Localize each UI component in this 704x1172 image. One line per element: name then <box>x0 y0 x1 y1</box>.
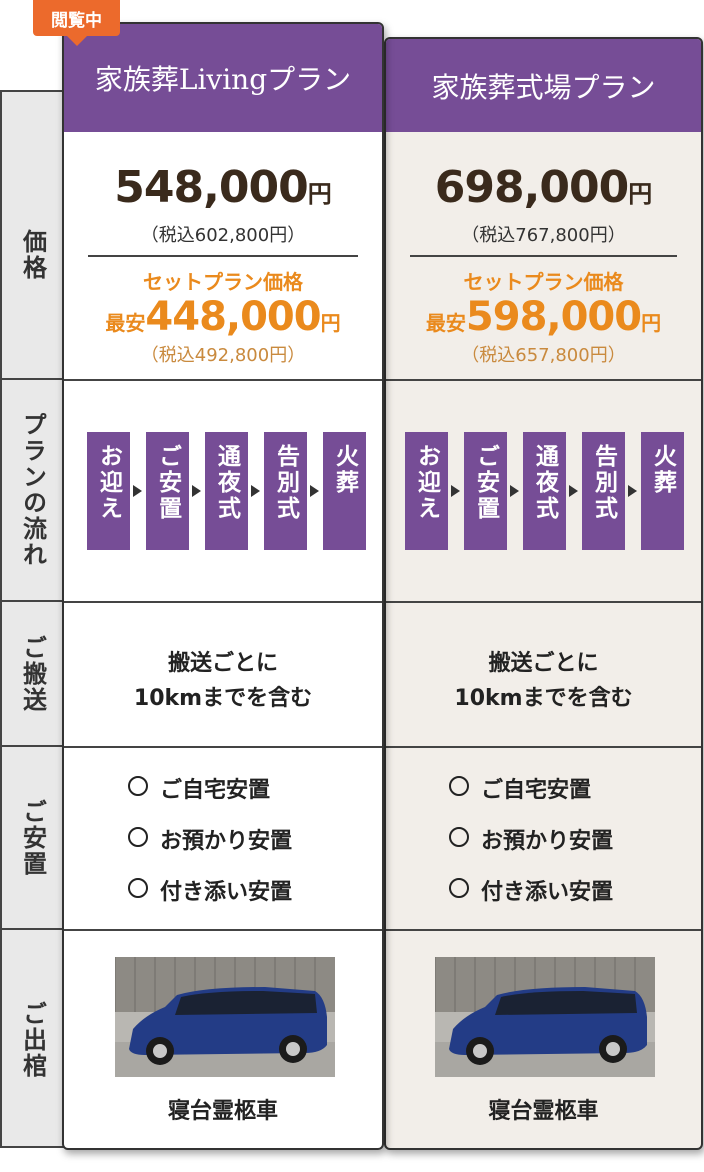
flow-arrow <box>192 485 201 497</box>
flow-step-text: 通夜式 <box>531 444 558 522</box>
flow-step-text: 通夜式 <box>213 444 240 522</box>
flow-step-text: 火葬 <box>331 444 358 496</box>
set-price: 448,000 <box>145 294 321 340</box>
transport-text: 搬送ごとに <box>167 651 278 676</box>
plan-column: 家族葬Livingプラン 548,000円 （税込602,800円） セットプラン価格… <box>62 22 384 1150</box>
flow-step: 通夜式 <box>523 432 566 550</box>
flow-step: 通夜式 <box>205 432 248 550</box>
row-label: 価格 <box>2 132 64 380</box>
option-circle <box>128 878 148 898</box>
placement-option: 付き添い安置 <box>160 880 293 905</box>
transport-text: 10kmまでを含む <box>454 686 633 711</box>
hearse-name: 寝台霊柩車 <box>488 1099 599 1124</box>
flow-step: 火葬 <box>323 432 366 550</box>
price-unit: 円 <box>628 180 653 208</box>
flow-arrow <box>510 485 519 497</box>
placement-option: ご自宅安置 <box>481 778 592 803</box>
set-label: セットプラン価格 <box>463 270 624 294</box>
placement-option: お預かり安置 <box>481 829 614 854</box>
price-tax: （税込602,800円） <box>140 225 306 246</box>
option-circle <box>128 776 148 796</box>
row-label-text: ご出棺 <box>18 1001 47 1079</box>
flow-step-text: ご安置 <box>154 444 181 522</box>
plan-column: 家族葬式場プラン 698,000円 （税込767,800円） セットプラン価格 最安59… <box>384 37 703 1150</box>
placement-option: ご自宅安置 <box>160 778 271 803</box>
placement-option: 付き添い安置 <box>481 880 614 905</box>
option-circle <box>128 827 148 847</box>
row-label-text: ご搬送 <box>18 634 47 713</box>
price-line: 548,000円 <box>64 162 382 213</box>
flow-step-text: お迎え <box>413 444 440 522</box>
flow-step-text: ご安置 <box>472 444 499 522</box>
flow-step: 火葬 <box>641 432 684 550</box>
flow-step: お迎え <box>405 432 448 550</box>
hearse-name: 寝台霊柩車 <box>167 1099 278 1124</box>
flow-step: お迎え <box>87 432 130 550</box>
set-min: 最安 <box>105 311 146 335</box>
row-divider <box>386 929 701 931</box>
set-min: 最安 <box>425 311 466 335</box>
row-label-text: 価格 <box>18 229 47 281</box>
price-divider <box>410 255 677 257</box>
badge-pointer <box>66 35 88 46</box>
placement-option: お預かり安置 <box>160 829 293 854</box>
row-divider <box>386 379 701 381</box>
price: 698,000 <box>434 162 629 213</box>
price-tax: （税込767,800円） <box>461 225 626 246</box>
flow-arrow <box>251 485 260 497</box>
plan-header: 家族葬Livingプラン <box>64 24 382 132</box>
set-price-unit: 円 <box>641 311 662 335</box>
price-line: 698,000円 <box>386 162 701 213</box>
hearse-illustration <box>434 957 655 1077</box>
set-tax: （税込657,800円） <box>461 345 626 366</box>
option-circle <box>449 878 469 898</box>
row-divider <box>64 379 382 381</box>
row-label: プランの流れ <box>2 380 64 602</box>
hearse-photo <box>114 957 335 1077</box>
hearse-illustration <box>114 957 335 1077</box>
row-label-text: ご安置 <box>18 798 47 877</box>
flow-step-text: 告別式 <box>590 444 617 522</box>
transport-text: 10kmまでを含む <box>133 686 313 711</box>
row-divider <box>64 601 382 603</box>
row-label: ご出棺 <box>2 930 64 1150</box>
option-circle <box>449 827 469 847</box>
flow-step: ご安置 <box>146 432 189 550</box>
flow-step: 告別式 <box>582 432 625 550</box>
set-price-line: 最安598,000円 <box>386 294 701 340</box>
flow-step: 告別式 <box>264 432 307 550</box>
transport-text: 搬送ごとに <box>488 651 599 676</box>
row-label-text: プランの流れ <box>18 412 47 568</box>
flow-arrow <box>133 485 142 497</box>
flow-step-text: 告別式 <box>272 444 299 522</box>
row-label-column: 価格プランの流れご搬送ご安置ご出棺 <box>0 90 64 1148</box>
flow-arrow <box>451 485 460 497</box>
set-price-unit: 円 <box>320 311 341 335</box>
flow-step: ご安置 <box>464 432 507 550</box>
set-price: 598,000 <box>465 294 642 340</box>
price-unit: 円 <box>307 180 332 208</box>
set-price-line: 最安448,000円 <box>64 294 382 340</box>
flow-arrow <box>310 485 319 497</box>
price: 548,000 <box>114 162 308 213</box>
flow-arrow <box>628 485 637 497</box>
viewing-badge: 閲覧中 <box>33 0 120 36</box>
row-divider <box>64 746 382 748</box>
row-label: ご安置 <box>2 747 64 930</box>
set-label: セットプラン価格 <box>143 270 303 294</box>
flow-arrow <box>569 485 578 497</box>
price-divider <box>88 255 358 257</box>
set-tax: （税込492,800円） <box>140 345 306 366</box>
hearse-photo <box>434 957 655 1077</box>
row-divider <box>64 929 382 931</box>
flow-step-text: 火葬 <box>649 444 676 496</box>
row-label: ご搬送 <box>2 602 64 747</box>
row-divider <box>386 601 701 603</box>
plan-header: 家族葬式場プラン <box>386 39 701 132</box>
flow-step-text: お迎え <box>95 444 122 522</box>
row-divider <box>386 746 701 748</box>
option-circle <box>449 776 469 796</box>
